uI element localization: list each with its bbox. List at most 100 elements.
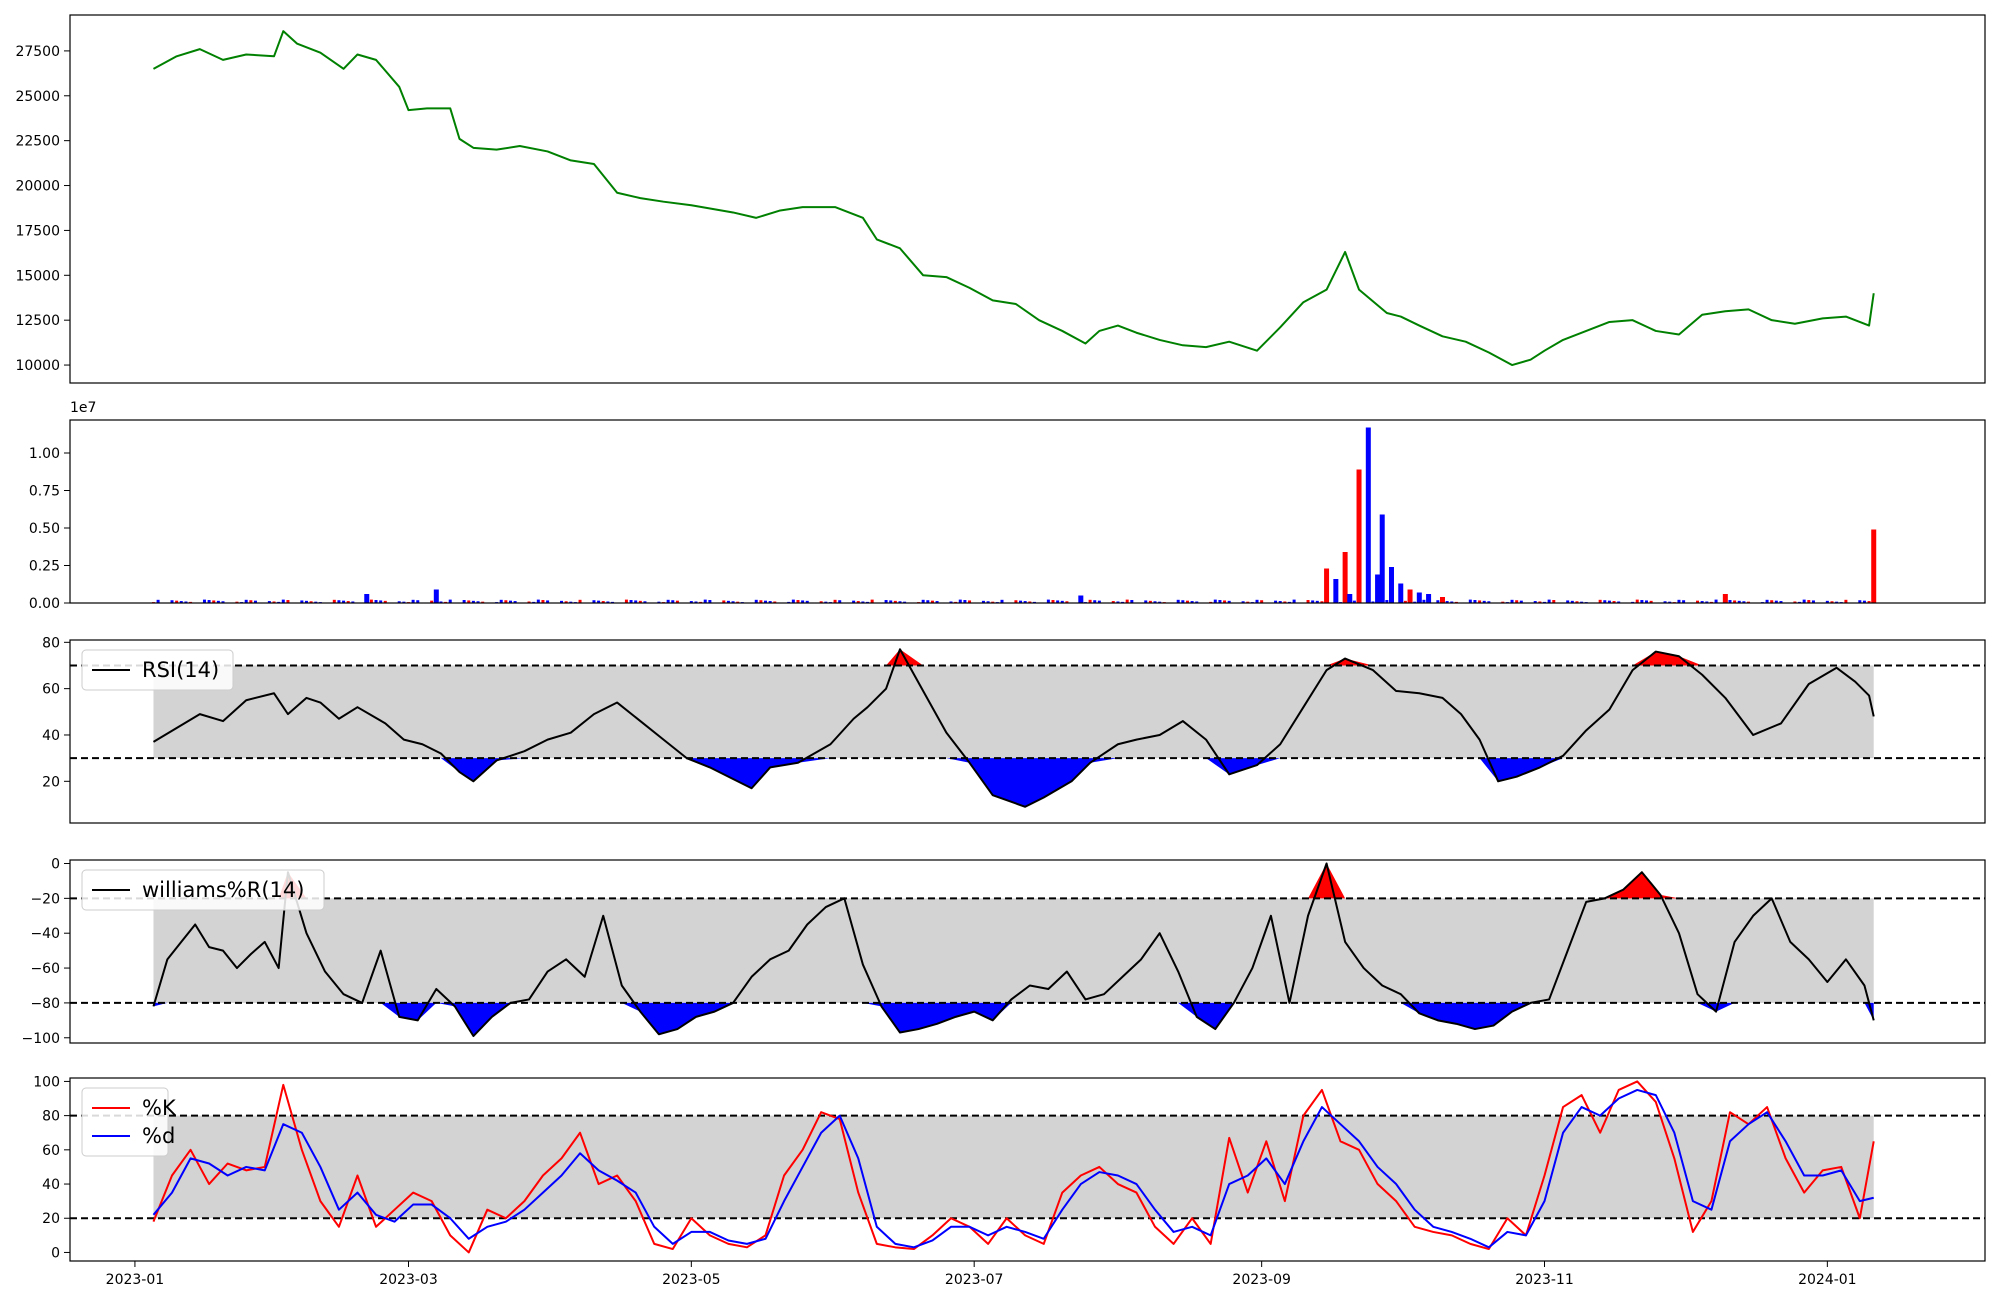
volume-bar-small	[448, 599, 452, 603]
volume-bar-small	[1144, 600, 1148, 603]
volume-bar	[1439, 597, 1445, 603]
volume-bar-small	[1825, 600, 1829, 603]
volume-bar-small	[1862, 600, 1866, 603]
volume-bar	[1426, 594, 1432, 603]
volume-bar-small	[968, 600, 972, 603]
volume-bar-small	[666, 599, 670, 603]
volume-bar-small	[202, 599, 206, 603]
volume-bar-small	[1737, 600, 1741, 603]
volume-bar-small	[1056, 600, 1060, 603]
volume-bar-small	[1088, 599, 1092, 603]
price-ytick-label: 22500	[15, 134, 60, 150]
volume-bar-small	[694, 601, 698, 603]
volume-bar-small	[1028, 601, 1032, 603]
volume-bar-small	[1770, 600, 1774, 603]
volume-bar-small	[509, 600, 512, 603]
williams-axes-frame	[69, 859, 1986, 1044]
volume-bar-small	[1742, 601, 1746, 603]
volume-bar	[1379, 514, 1385, 603]
volume-bar-small	[1292, 599, 1296, 603]
williams-panel: −100 −80 −60 −40 −20 0 williams%R(14)	[22, 856, 1986, 1047]
price-axes-frame	[69, 14, 1986, 384]
volume-bar-small	[1195, 601, 1199, 603]
volume-bar-small	[1320, 601, 1324, 603]
volume-bar-small	[764, 600, 768, 603]
volume-bar-small	[286, 600, 290, 603]
volume-bar-small	[1515, 600, 1519, 603]
volume-bar-small	[1311, 600, 1315, 603]
volume-bar-small	[249, 600, 253, 603]
volume-bar-small	[1547, 599, 1551, 603]
volume-bar-small	[1733, 600, 1737, 603]
volume-bar-small	[1607, 600, 1611, 603]
volume-bar-small	[597, 600, 601, 603]
volume-bar-small	[1617, 601, 1621, 603]
volume-ytick-label: 0.00	[29, 596, 60, 612]
volume-bar-small	[754, 599, 758, 603]
volume-bar-small	[481, 601, 485, 603]
volume-bar-small	[1306, 600, 1310, 603]
volume-bar-small	[708, 600, 712, 603]
volume-bar-small	[527, 601, 531, 603]
price-ytick-label: 17500	[15, 223, 60, 239]
price-ytick-label: 25000	[15, 89, 60, 105]
volume-bar-small	[504, 600, 508, 603]
volume-bar-small	[221, 601, 225, 603]
volume-bar-small	[1185, 600, 1189, 603]
volume-bar-small	[963, 600, 967, 603]
price-ytick-label: 15000	[15, 268, 60, 284]
price-ytick-label: 20000	[15, 179, 60, 195]
volume-bar-small	[833, 599, 837, 603]
volume-bar-small	[986, 601, 990, 603]
volume-bar-small	[1097, 600, 1101, 603]
volume-bar-small	[1538, 601, 1542, 603]
volume-bar-small	[1598, 599, 1602, 603]
volume-bar-small	[1023, 601, 1027, 603]
volume-bar-small	[870, 599, 874, 603]
volume-axes-frame	[69, 419, 1986, 604]
stochastic-ytick-label: 40	[42, 1177, 60, 1193]
williams-legend: williams%R(14)	[81, 869, 325, 911]
volume-bar-small	[991, 601, 995, 603]
stochastic-ytick-label: 80	[42, 1109, 60, 1125]
volume-bar-small	[889, 600, 893, 603]
volume-bar-small	[1575, 601, 1579, 603]
x-tick-label: 2023-11	[1515, 1272, 1574, 1288]
price-line	[152, 30, 1875, 367]
volume-bar-small	[184, 601, 188, 603]
rsi-ytick-label: 40	[42, 728, 60, 744]
volume-bar	[1722, 594, 1728, 603]
x-tick-label: 2023-01	[106, 1272, 165, 1288]
volume-bar-small	[606, 601, 610, 603]
x-tick-label: 2023-03	[379, 1272, 438, 1288]
volume-bar-small	[1019, 600, 1023, 603]
volume-bar-small	[1811, 600, 1815, 603]
volume-bar-small	[1093, 600, 1097, 603]
volume-bar-small	[1218, 600, 1222, 603]
volume-bar-small	[805, 600, 809, 603]
volume-bar-small	[1779, 601, 1783, 603]
volume-bar	[1333, 579, 1339, 603]
volume-bar-small	[374, 600, 378, 603]
volume-bar-small	[981, 600, 985, 603]
volume-bar-small	[314, 601, 318, 603]
volume-ytick-label: 0.75	[29, 484, 60, 500]
volume-bar-small	[1867, 601, 1871, 603]
volume-bar-small	[1519, 600, 1523, 603]
volume-bar-small	[1793, 601, 1797, 603]
volume-ytick-label: 1.00	[29, 446, 60, 462]
volume-bar-small	[1385, 600, 1389, 603]
volume-bar-small	[726, 600, 730, 603]
volume-bar-small	[383, 600, 387, 603]
volume-bar-small	[272, 601, 276, 603]
rsi-ytick-label: 60	[42, 682, 60, 698]
volume-bar-small	[638, 600, 642, 603]
volume-bar-small	[207, 600, 211, 603]
volume-bar-small	[773, 601, 777, 603]
volume-bar-small	[1835, 601, 1839, 603]
volume-bar-small	[1580, 601, 1584, 603]
volume-bar	[364, 594, 370, 603]
volume-bar	[1356, 469, 1362, 603]
volume-bar-small	[856, 601, 860, 603]
volume-bar-small	[949, 601, 953, 603]
